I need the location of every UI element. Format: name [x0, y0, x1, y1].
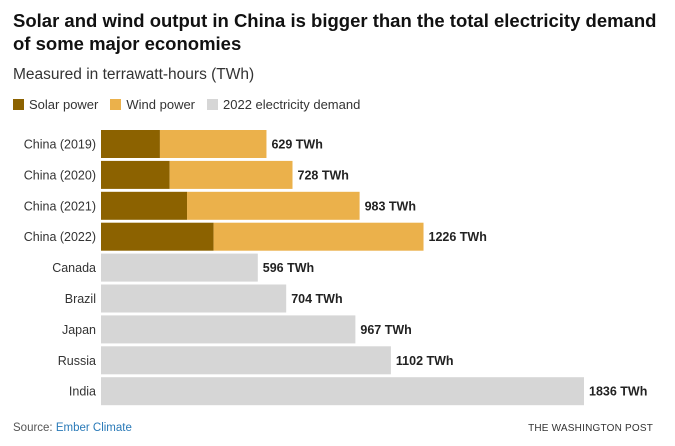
bar-wind-power-china-2020 — [169, 160, 293, 189]
category-label-china-2020: China (2020) — [24, 168, 96, 182]
category-label-japan: Japan — [62, 323, 96, 337]
bar-2022-electricity-demand-brazil — [101, 284, 287, 313]
bar-wind-power-china-2019 — [159, 130, 267, 158]
legend-label-wind: Wind power — [126, 97, 196, 112]
bar-wind-power-china-2022 — [213, 222, 424, 251]
category-label-china-2019: China (2019) — [24, 138, 96, 152]
legend-label-solar: Solar power — [29, 97, 99, 112]
bar-wind-power-china-2021 — [187, 191, 360, 220]
category-label-russia: Russia — [58, 354, 96, 368]
legend-swatch-solar — [13, 99, 24, 110]
category-label-china-2022: China (2022) — [24, 230, 96, 244]
data-label-china-2020: 728 TWh — [298, 168, 349, 182]
bar-solar-power-china-2019 — [101, 130, 160, 158]
legend-label-demand: 2022 electricity demand — [223, 97, 361, 112]
legend-swatch-wind — [110, 99, 122, 110]
bar-solar-power-china-2022 — [101, 222, 214, 251]
chart-title: Solar and wind output in China is bigger… — [13, 10, 657, 54]
bar-solar-power-china-2021 — [101, 191, 188, 220]
data-label-india: 1836 TWh — [589, 385, 647, 399]
legend: Solar power Wind power 2022 electricity … — [13, 97, 372, 112]
data-label-china-2022: 1226 TWh — [429, 230, 487, 244]
source-prefix: Source: — [13, 422, 56, 434]
data-label-china-2021: 983 TWh — [365, 199, 416, 213]
category-label-china-2021: China (2021) — [24, 199, 96, 213]
legend-item-solar: Solar power — [13, 97, 98, 112]
category-label-india: India — [69, 385, 96, 399]
category-label-canada: Canada — [52, 261, 96, 275]
source-note: Source: Ember Climate — [13, 422, 132, 434]
publisher-credit: THE WASHINGTON POST — [528, 423, 653, 434]
data-label-russia: 1102 TWh — [396, 354, 454, 368]
legend-swatch-demand — [207, 99, 219, 110]
bar-2022-electricity-demand-india — [101, 377, 584, 406]
bar-solar-power-china-2020 — [101, 160, 170, 189]
data-label-china-2019: 629 TWh — [271, 138, 322, 152]
bar-2022-electricity-demand-canada — [101, 253, 258, 282]
chart-subtitle: Measured in terrawatt-hours (TWh) — [13, 66, 255, 83]
data-label-brazil: 704 TWh — [291, 292, 342, 306]
legend-item-wind: Wind power — [110, 97, 195, 112]
data-label-japan: 967 TWh — [360, 323, 411, 337]
legend-item-demand: 2022 electricity demand — [207, 97, 360, 112]
bar-2022-electricity-demand-japan — [101, 315, 356, 344]
bar-2022-electricity-demand-russia — [101, 346, 391, 375]
data-label-canada: 596 TWh — [263, 261, 314, 275]
source-link[interactable]: Ember Climate — [55, 422, 132, 434]
category-label-brazil: Brazil — [65, 292, 96, 306]
